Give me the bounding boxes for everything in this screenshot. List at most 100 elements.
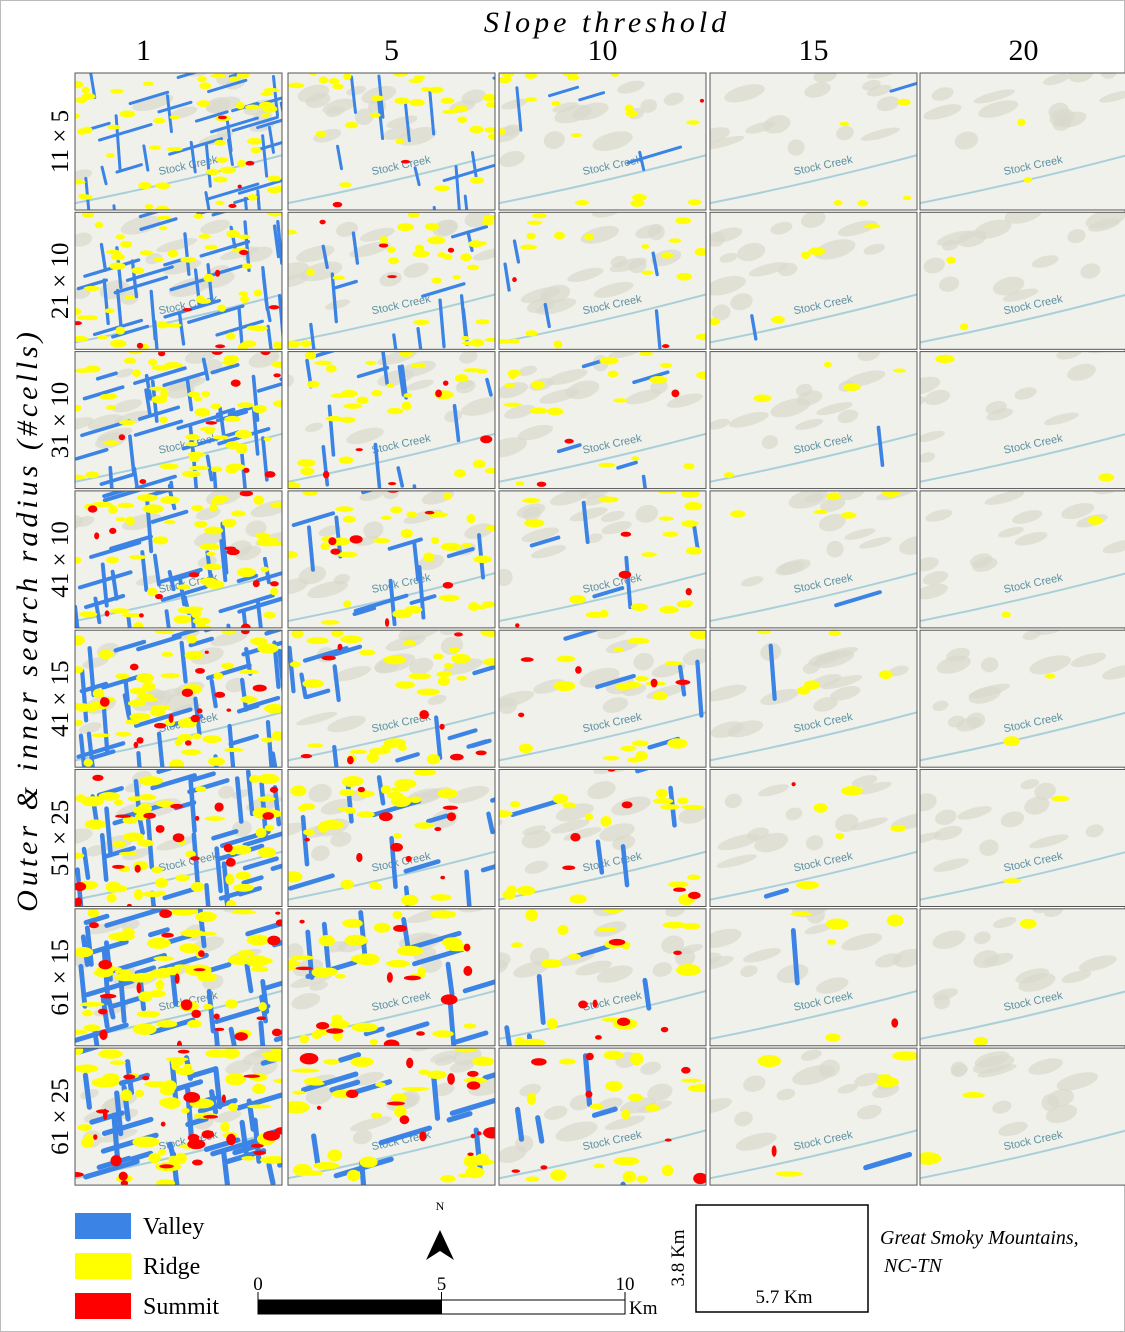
summit-area bbox=[183, 308, 193, 311]
summit-area bbox=[100, 994, 116, 999]
ridge-area bbox=[370, 113, 381, 118]
ridge-area bbox=[237, 160, 246, 167]
ridge-area bbox=[681, 805, 704, 809]
map-tile: Stock Creek bbox=[491, 616, 713, 767]
ridge-area bbox=[254, 289, 262, 296]
summit-area bbox=[416, 1031, 425, 1036]
ridge-area bbox=[302, 679, 323, 688]
ridge-area bbox=[632, 194, 647, 201]
ridge-area bbox=[342, 919, 363, 928]
ridge-area bbox=[605, 1081, 623, 1091]
summit-area bbox=[74, 882, 86, 891]
ridge-area bbox=[154, 257, 164, 262]
summit-area bbox=[139, 479, 146, 484]
ridge-area bbox=[211, 466, 222, 472]
ridge-area bbox=[892, 1051, 919, 1060]
summit-area bbox=[92, 775, 103, 781]
summit-area bbox=[448, 248, 454, 253]
map-tile: Stock Creek bbox=[265, 618, 514, 784]
map-tile: Stock Creek bbox=[70, 199, 286, 372]
summit-area bbox=[194, 968, 206, 971]
ridge-area bbox=[159, 463, 179, 469]
summit-area bbox=[476, 750, 487, 755]
ridge-area bbox=[226, 466, 238, 474]
ridge-area bbox=[387, 408, 403, 414]
ridge-area bbox=[462, 341, 478, 346]
scale-segment bbox=[442, 1300, 626, 1314]
ridge-area bbox=[155, 182, 170, 189]
ridge-area bbox=[225, 874, 234, 885]
ridge-area bbox=[79, 194, 93, 199]
ridge-area bbox=[260, 92, 272, 96]
ridge-area bbox=[541, 959, 562, 968]
ridge-area bbox=[178, 607, 198, 614]
ridge-area bbox=[598, 497, 619, 503]
ridge-area bbox=[188, 452, 205, 458]
summit-area bbox=[75, 897, 83, 906]
ridge-area bbox=[262, 105, 277, 112]
ridge-area bbox=[83, 315, 97, 320]
ridge-area bbox=[304, 1078, 323, 1085]
summit-area bbox=[619, 571, 632, 579]
summit-area bbox=[393, 925, 407, 932]
ridge-area bbox=[82, 1010, 93, 1017]
summit-area bbox=[471, 1134, 476, 1139]
ridge-area bbox=[469, 126, 483, 133]
ridge-area bbox=[187, 391, 200, 397]
ridge-area bbox=[468, 240, 483, 247]
ridge-area bbox=[411, 363, 427, 368]
ridge-area bbox=[359, 649, 375, 655]
ridge-area bbox=[373, 538, 391, 543]
ridge-area bbox=[527, 1093, 536, 1105]
ridge-area bbox=[156, 980, 165, 990]
column-label: 20 bbox=[1009, 34, 1039, 67]
summit-area bbox=[234, 1032, 247, 1041]
ridge-area bbox=[126, 516, 135, 525]
summit-area bbox=[358, 787, 365, 792]
ridge-area bbox=[339, 182, 352, 187]
ridge-area bbox=[199, 544, 220, 551]
tile-content: Stock Creek bbox=[694, 65, 920, 210]
ridge-area bbox=[897, 99, 911, 106]
ridge-area bbox=[554, 341, 563, 349]
ridge-area bbox=[239, 670, 259, 674]
ridge-area bbox=[608, 370, 619, 377]
ridge-area bbox=[890, 825, 906, 832]
ridge-area bbox=[319, 76, 329, 83]
ridge-area bbox=[119, 420, 136, 425]
ridge-area bbox=[628, 638, 650, 645]
ridge-area bbox=[307, 743, 323, 748]
ridge-area bbox=[628, 1094, 643, 1102]
ridge-area bbox=[660, 804, 679, 810]
ridge-area bbox=[1020, 919, 1037, 929]
ridge-area bbox=[681, 1079, 702, 1083]
summit-area bbox=[385, 618, 389, 627]
summit-area bbox=[134, 742, 139, 748]
ridge-area bbox=[525, 97, 537, 102]
ridge-area bbox=[151, 705, 170, 710]
ridge-area bbox=[347, 1170, 361, 1181]
ridge-area bbox=[235, 430, 252, 439]
ridge-area bbox=[182, 471, 201, 478]
summit-area bbox=[111, 1155, 122, 1166]
ridge-area bbox=[77, 128, 86, 135]
ridge-area bbox=[557, 925, 568, 935]
ridge-area bbox=[520, 244, 537, 249]
summit-area bbox=[521, 657, 534, 662]
ridge-area bbox=[110, 1060, 126, 1065]
summit-area bbox=[198, 950, 205, 957]
ridge-area bbox=[203, 1004, 213, 1010]
summit-area bbox=[222, 1095, 226, 1103]
ridge-area bbox=[887, 914, 904, 926]
ridge-area bbox=[814, 510, 828, 514]
summit-area bbox=[537, 482, 547, 487]
summit-area bbox=[467, 1071, 479, 1077]
ridge-area bbox=[250, 637, 267, 645]
ridge-area bbox=[238, 291, 248, 296]
tile-content: Stock Creek bbox=[66, 1026, 304, 1192]
ridge-area bbox=[365, 361, 376, 365]
ridge-area bbox=[224, 416, 240, 422]
ridge-area bbox=[667, 738, 687, 748]
ridge-area bbox=[476, 319, 490, 324]
ridge-area bbox=[826, 918, 849, 929]
